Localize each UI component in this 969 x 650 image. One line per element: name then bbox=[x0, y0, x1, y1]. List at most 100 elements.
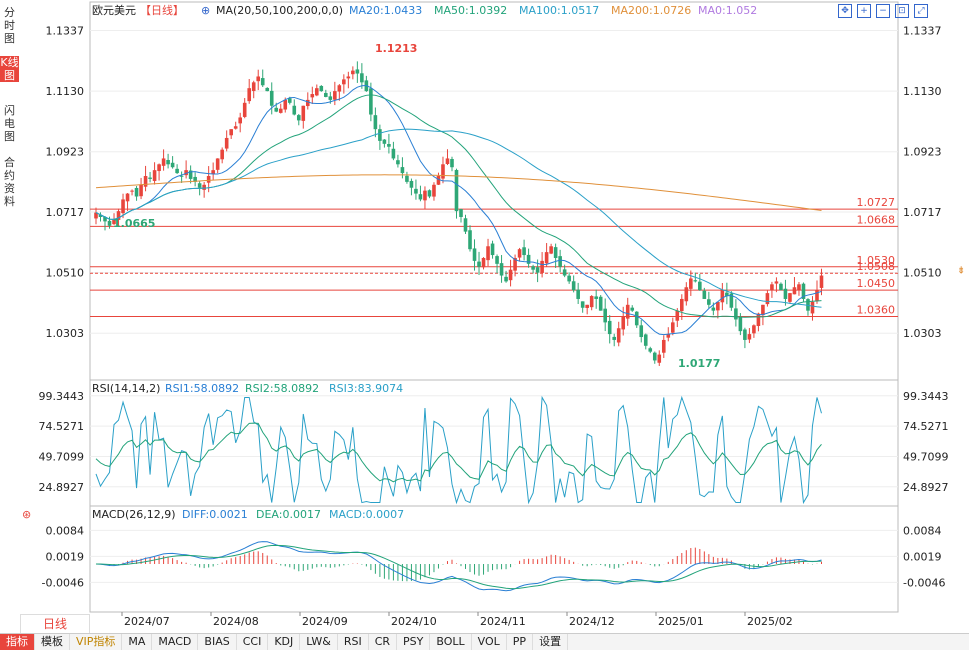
candle-body bbox=[819, 275, 824, 288]
crosshair-icon[interactable]: ✥ bbox=[838, 4, 852, 18]
candle-body bbox=[815, 290, 819, 301]
candle-body bbox=[283, 99, 288, 110]
yaxis-right-tick: 1.0303 bbox=[903, 327, 942, 340]
candle-body bbox=[779, 283, 783, 291]
toolbar-item-9[interactable]: RSI bbox=[338, 634, 369, 650]
zoom-out-icon[interactable]: − bbox=[876, 4, 890, 18]
candle-body bbox=[481, 257, 486, 268]
zoom-in-icon[interactable]: + bbox=[857, 4, 871, 18]
candle-body bbox=[175, 168, 179, 174]
candle-body bbox=[459, 209, 463, 217]
candle-body bbox=[450, 159, 454, 168]
toolbar-item-0[interactable]: 指标 bbox=[0, 634, 35, 650]
toolbar-item-8[interactable]: LW& bbox=[300, 634, 338, 650]
candle-body bbox=[202, 184, 206, 190]
macd-target-icon[interactable]: ⊛ bbox=[22, 508, 31, 521]
candle-body bbox=[152, 170, 157, 181]
candle-body bbox=[269, 90, 274, 106]
toolbar-item-14[interactable]: PP bbox=[507, 634, 534, 650]
candle-body bbox=[738, 317, 743, 332]
candle-body bbox=[517, 249, 522, 258]
toolbar-item-1[interactable]: 模板 bbox=[35, 634, 70, 650]
candle-body bbox=[616, 328, 621, 343]
candle-body bbox=[801, 283, 806, 299]
candle-body bbox=[531, 266, 535, 270]
toolbar-item-4[interactable]: MACD bbox=[152, 634, 199, 650]
settings-icon[interactable]: ⊕ bbox=[201, 4, 210, 17]
candle-body bbox=[184, 170, 188, 176]
candle-body bbox=[360, 73, 364, 83]
toolbar-item-3[interactable]: MA bbox=[122, 634, 153, 650]
level-label: 1.0668 bbox=[857, 213, 896, 226]
ma20-value: MA20:1.0433 bbox=[349, 4, 422, 17]
toolbar-item-15[interactable]: 设置 bbox=[533, 634, 569, 650]
candle-body bbox=[305, 99, 310, 107]
candle-body bbox=[684, 287, 689, 302]
period-button[interactable]: 日线 bbox=[20, 614, 90, 634]
toolbar-item-6[interactable]: CCI bbox=[237, 634, 269, 650]
rsi-axis-tick-right: 24.8927 bbox=[903, 481, 949, 494]
diff-line bbox=[95, 541, 822, 592]
candle-body bbox=[333, 91, 337, 100]
candle-body bbox=[652, 352, 657, 361]
candle-body bbox=[711, 307, 716, 311]
candle-body bbox=[707, 299, 711, 305]
ma-label: MA(20,50,100,200,0,0) bbox=[216, 4, 343, 17]
toolbar-item-11[interactable]: PSY bbox=[397, 634, 431, 650]
yaxis-left-tick: 1.0717 bbox=[46, 206, 85, 219]
candle-body bbox=[603, 308, 607, 323]
yaxis-right-tick: 1.1130 bbox=[903, 85, 942, 98]
candle-body bbox=[315, 88, 319, 96]
candle-body bbox=[513, 257, 517, 271]
low-annotation-bottom: 1.0177 bbox=[678, 357, 720, 370]
candle-body bbox=[170, 162, 175, 168]
toolbar-item-7[interactable]: KDJ bbox=[268, 634, 301, 650]
macd-axis-tick-right: 0.0019 bbox=[903, 550, 942, 563]
macd-axis-tick: 0.0084 bbox=[46, 524, 85, 537]
candle-body bbox=[580, 301, 585, 308]
candle-body bbox=[495, 256, 499, 264]
tab-flash[interactable]: 闪电图 bbox=[4, 104, 15, 143]
candle-body bbox=[490, 243, 495, 256]
tab-kline[interactable]: K线图 bbox=[0, 56, 19, 82]
ma50-value: MA50:1.0392 bbox=[434, 4, 507, 17]
ma0-value: MA0:1.052 bbox=[698, 4, 757, 17]
toolbar-item-5[interactable]: BIAS bbox=[198, 634, 237, 650]
candle-body bbox=[161, 158, 166, 166]
tab-timeshare[interactable]: 分时图 bbox=[4, 6, 15, 45]
yaxis-right-tick: 1.0923 bbox=[903, 146, 942, 159]
candle-body bbox=[770, 284, 774, 291]
fullscreen-icon[interactable]: ⤢ bbox=[914, 4, 928, 18]
candle-body bbox=[702, 290, 707, 299]
toolbar-item-2[interactable]: VIP指标 bbox=[70, 634, 123, 650]
toolbar-item-13[interactable]: VOL bbox=[472, 634, 507, 650]
candle-body bbox=[387, 144, 391, 147]
candle-body bbox=[743, 329, 747, 340]
level-label: 1.0727 bbox=[857, 196, 896, 209]
candle-body bbox=[351, 70, 355, 75]
low-annotation-left: 1.0665 bbox=[113, 217, 155, 230]
candle-body bbox=[319, 85, 324, 92]
candle-body bbox=[121, 199, 125, 214]
fit-icon[interactable]: ⊡ bbox=[895, 4, 909, 18]
candle-body bbox=[369, 88, 373, 115]
tab-contract[interactable]: 合约资料 bbox=[4, 156, 15, 208]
candle-body bbox=[107, 220, 112, 226]
xaxis-tick: 2024/09 bbox=[302, 615, 348, 628]
toolbar-item-12[interactable]: BOLL bbox=[430, 634, 472, 650]
candle-body bbox=[657, 354, 662, 363]
level-label: 1.0360 bbox=[857, 304, 896, 317]
candle-body bbox=[643, 334, 648, 346]
candle-body bbox=[287, 98, 292, 103]
candle-body bbox=[220, 149, 224, 160]
candle-body bbox=[806, 299, 810, 311]
candle-body bbox=[792, 287, 797, 295]
candle-body bbox=[747, 334, 752, 340]
candle-body bbox=[260, 78, 265, 86]
high-annotation: 1.1213 bbox=[375, 42, 417, 55]
candle-body bbox=[148, 177, 152, 179]
toolbar-item-10[interactable]: CR bbox=[369, 634, 398, 650]
candle-body bbox=[504, 276, 508, 282]
